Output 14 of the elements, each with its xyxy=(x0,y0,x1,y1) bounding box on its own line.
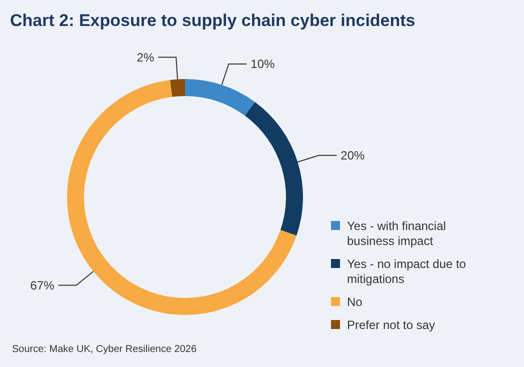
data-label: 2% xyxy=(136,50,154,64)
data-label: 20% xyxy=(340,148,366,162)
donut-slice xyxy=(170,79,185,97)
source-note: Source: Make UK, Cyber Resilience 2026 xyxy=(12,344,197,355)
legend-label: Yes - with financial business impact xyxy=(347,219,446,248)
donut-slice xyxy=(67,80,297,315)
data-label: 10% xyxy=(250,56,276,71)
donut-slice xyxy=(185,79,255,116)
legend-label: Prefer not to say xyxy=(347,318,436,332)
data-label: 67% xyxy=(30,278,55,292)
legend-label: Yes - no impact due to mitigations xyxy=(347,257,466,286)
legend-label: No xyxy=(347,295,363,309)
donut-slice xyxy=(244,102,303,236)
chart-title: Chart 2: Exposure to supply chain cyber incidents xyxy=(10,11,416,30)
